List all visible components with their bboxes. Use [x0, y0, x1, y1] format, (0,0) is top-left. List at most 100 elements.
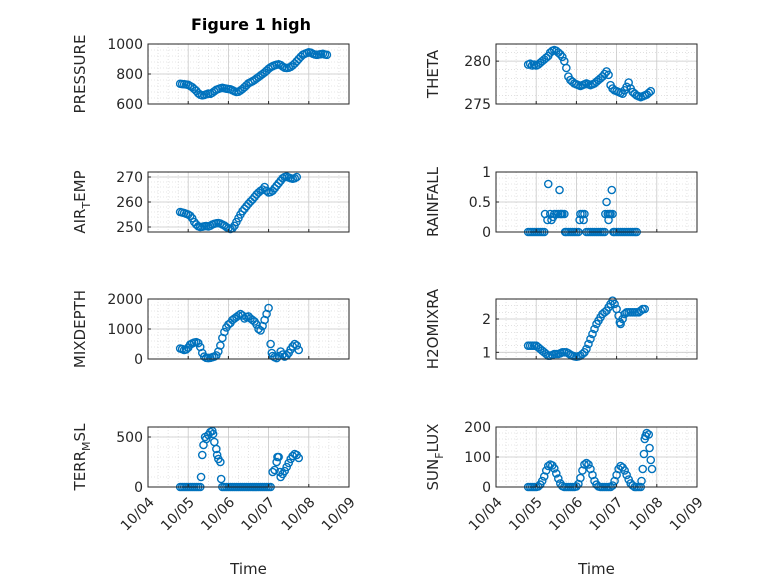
data-point — [533, 482, 543, 491]
data-point — [642, 428, 652, 438]
data-point — [212, 444, 221, 454]
data-point — [562, 63, 571, 73]
y-tick-label: 1000 — [107, 322, 143, 338]
y-axis-label: SUNFLUX — [424, 424, 446, 491]
data-point — [579, 215, 588, 225]
data-point — [588, 329, 597, 339]
y-tick-label: 100 — [464, 450, 491, 466]
data-point — [208, 429, 218, 439]
data-point — [280, 466, 289, 476]
data-point — [560, 209, 569, 219]
x-tick-label: 10/05 — [158, 494, 198, 534]
data-point — [582, 458, 591, 468]
figure-title: Figure 1 high — [191, 15, 311, 34]
axes-box — [147, 426, 350, 488]
data-point — [212, 450, 222, 460]
data-point — [294, 345, 304, 355]
data-point — [608, 209, 617, 219]
data-point — [292, 172, 302, 182]
data-point — [294, 453, 304, 463]
panel-5: 0 1000 2000 MIXDEPTH — [71, 290, 350, 368]
data-point — [600, 69, 609, 79]
data-point — [270, 465, 279, 475]
data-point — [620, 309, 629, 319]
y-axis-label: THETA — [424, 49, 442, 99]
data-point — [216, 474, 226, 484]
data-point — [580, 209, 589, 219]
data-point — [572, 482, 581, 491]
minor-grid — [496, 298, 697, 360]
data-point — [638, 464, 648, 474]
x-tick-label: 10/07 — [239, 494, 279, 534]
y-tick-label: 0.5 — [469, 195, 491, 211]
data-point — [278, 350, 287, 359]
y-axis-label: AIRTEMP — [71, 170, 93, 233]
y-axis-label: RAINFALL — [424, 166, 442, 237]
y-tick-label: 280 — [464, 54, 491, 70]
data-point — [272, 457, 281, 467]
y-tick-label: 500 — [116, 430, 143, 446]
data-point — [220, 327, 229, 337]
data-point — [598, 72, 607, 81]
data-point — [646, 86, 656, 96]
axes-box — [495, 43, 698, 105]
data-point — [610, 299, 619, 309]
data-point — [262, 186, 271, 196]
data-point — [264, 303, 273, 313]
data-points — [175, 47, 332, 100]
data-point — [197, 450, 207, 460]
data-point — [607, 185, 617, 195]
figure-title-group: Figure 1 high — [191, 15, 311, 34]
data-point — [541, 53, 551, 63]
data-point — [266, 339, 275, 349]
data-point — [582, 344, 591, 354]
y-tick-label: 0 — [482, 225, 491, 241]
y-axis-label: TERRMSL — [71, 423, 93, 492]
x-tick-label: 10/09 — [667, 494, 707, 534]
data-point — [322, 50, 332, 60]
data-point — [616, 319, 625, 329]
y-tick-label: 2 — [482, 312, 491, 328]
y-tick-label: 260 — [116, 195, 143, 211]
data-point — [196, 472, 206, 482]
data-point — [604, 70, 613, 80]
y-tick-label: 0 — [134, 352, 143, 368]
y-tick-label: 270 — [116, 170, 143, 186]
data-point — [640, 304, 650, 314]
data-point — [647, 464, 657, 474]
data-point — [558, 52, 567, 62]
y-axis-label: PRESSURE — [71, 35, 89, 114]
panel-8: 0 100 200 SUNFLUX 10/04 10/05 10/06 10/07 10/08 1… — [424, 420, 707, 578]
x-tick-label: 10/09 — [319, 494, 359, 534]
x-axis-label: Time — [577, 560, 615, 578]
data-point — [282, 462, 291, 472]
data-point — [580, 460, 589, 469]
data-point — [256, 326, 265, 335]
panel-3: 250 260 270 AIRTEMP — [71, 170, 350, 236]
data-point — [284, 458, 294, 468]
data-point — [622, 82, 631, 92]
x-tick-label: 10/05 — [506, 494, 546, 534]
data-point — [549, 464, 559, 473]
y-tick-label: 0 — [134, 480, 143, 496]
x-tick-label: 10/04 — [466, 494, 506, 534]
x-tick-label: 10/06 — [198, 494, 238, 534]
y-tick-label: 1 — [482, 345, 491, 361]
data-point — [216, 457, 225, 467]
data-point — [554, 474, 563, 483]
data-point — [555, 185, 564, 195]
data-point — [602, 197, 611, 207]
data-point — [618, 314, 627, 324]
data-point — [645, 443, 654, 453]
x-tick-label: 10/06 — [546, 494, 586, 534]
data-point — [552, 469, 561, 478]
y-tick-label: 250 — [116, 220, 143, 236]
data-point — [620, 466, 629, 475]
data-point — [201, 434, 211, 444]
major-grid — [147, 172, 350, 232]
data-point — [639, 449, 649, 459]
x-tick-label: 10/04 — [118, 494, 158, 534]
y-tick-label: 600 — [116, 97, 143, 113]
